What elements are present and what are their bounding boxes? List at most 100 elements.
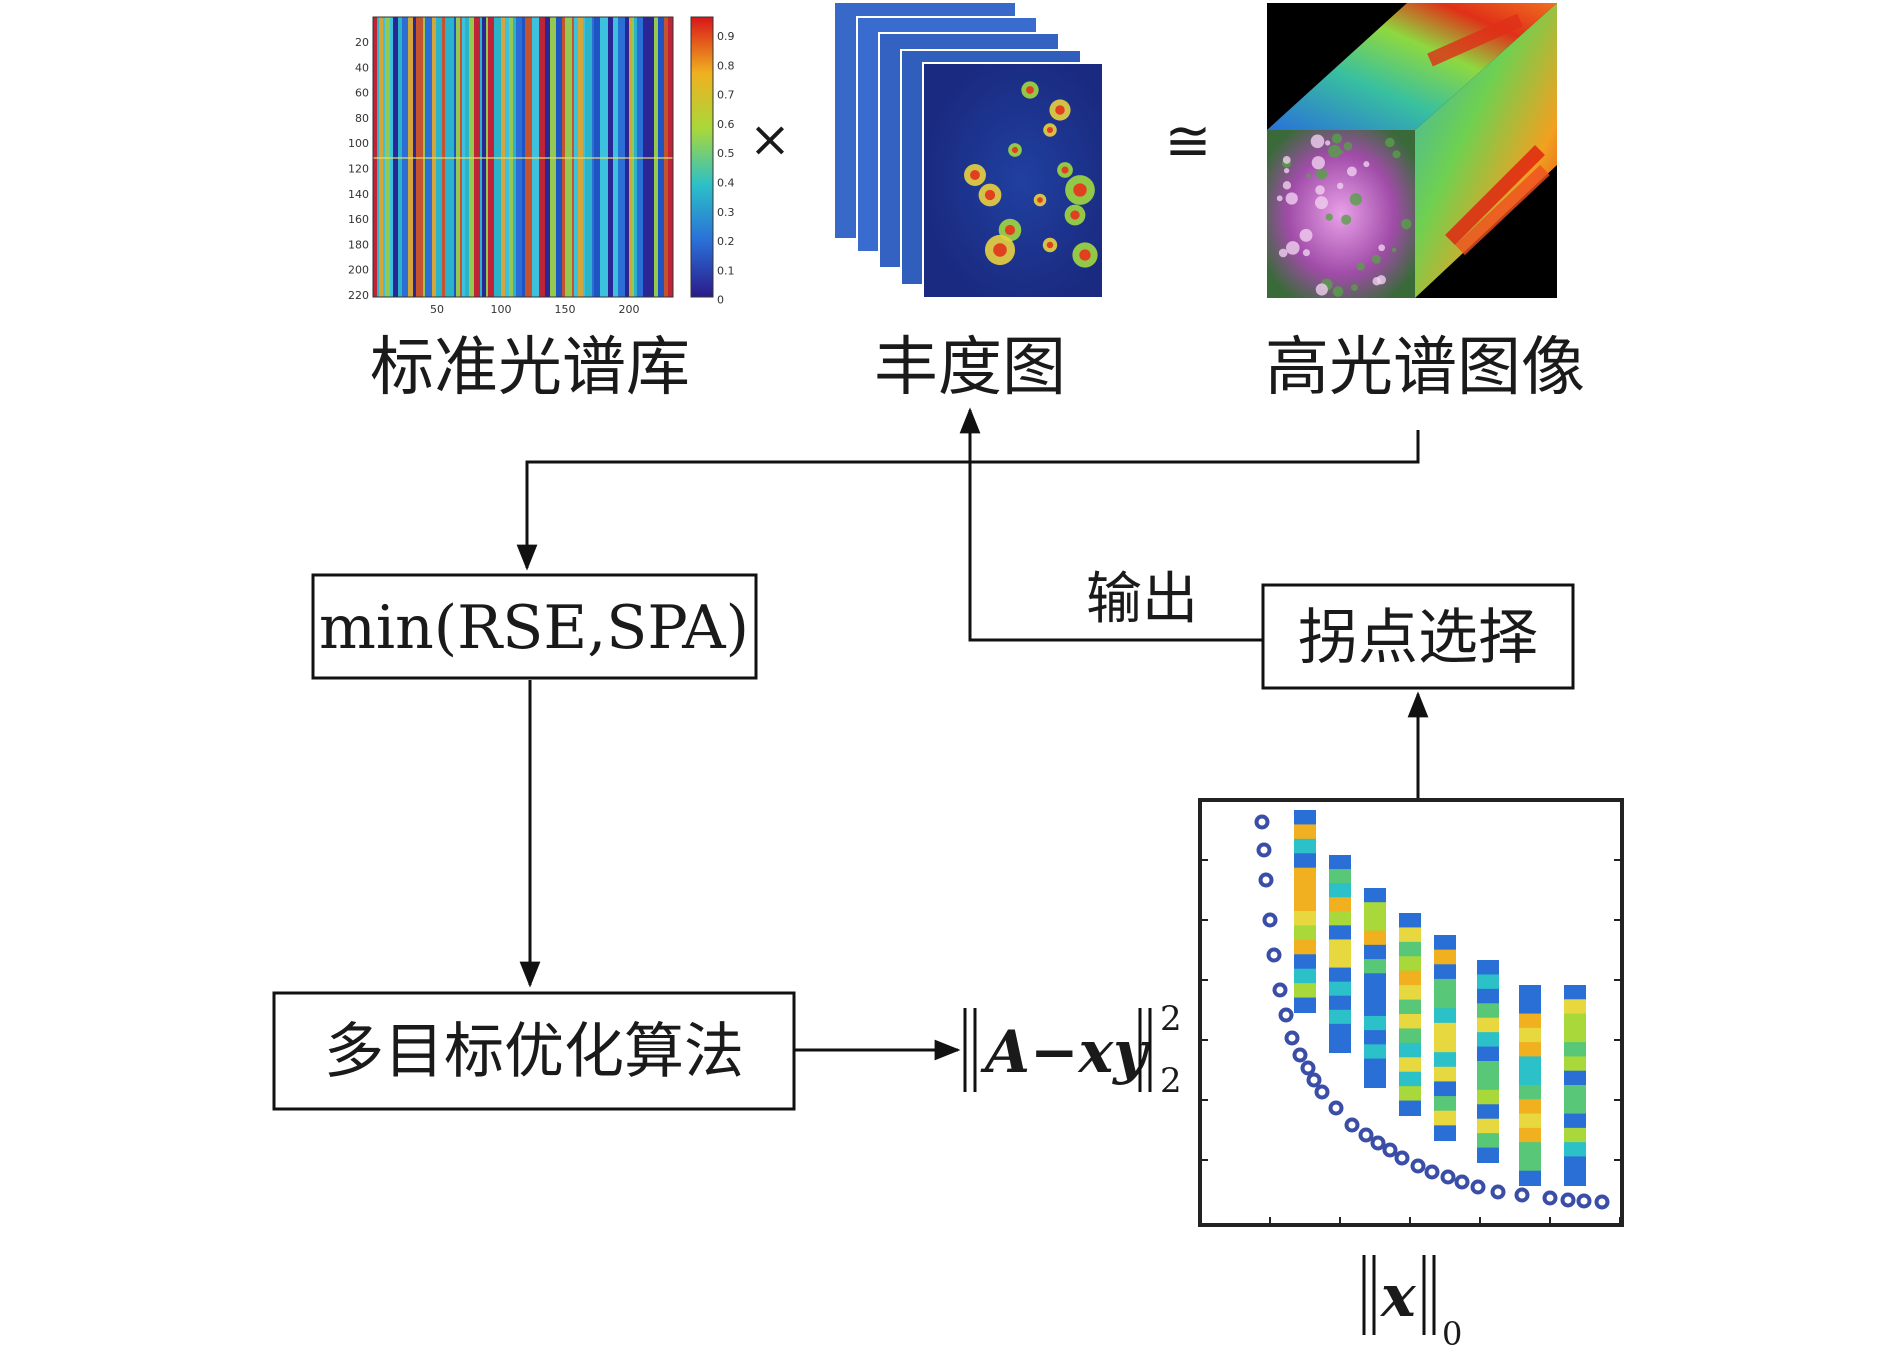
colorbar-tick: 0.2 [717, 235, 735, 248]
solution-bar-band [1399, 941, 1421, 958]
heatmap-y-tick: 220 [348, 289, 369, 302]
solution-bar-band [1477, 1032, 1499, 1048]
abundance-hotspot-core [984, 189, 996, 201]
cube-texture [1341, 214, 1352, 225]
solution-bar-band [1519, 1170, 1541, 1186]
cube-texture [1349, 193, 1363, 206]
solution-bar-band [1519, 1027, 1541, 1044]
abundance-hotspot-core [1046, 241, 1054, 249]
sparsity-subscript: 0 [1442, 1315, 1462, 1353]
solution-bar-band [1329, 883, 1351, 899]
solution-bar-band [1477, 1075, 1499, 1091]
cube-texture [1315, 168, 1328, 180]
cube-texture [1378, 244, 1386, 252]
solution-bar-band [1364, 1015, 1386, 1032]
knee-point-label: 拐点选择 [1298, 603, 1538, 673]
solution-bar-band [1477, 1147, 1499, 1163]
abundance-map-stack [835, 3, 1104, 299]
abundance-hotspot-core [1061, 166, 1069, 174]
solution-bar-band [1329, 967, 1351, 983]
colorbar-tick: 0 [717, 294, 724, 307]
solution-bar-band [1364, 944, 1386, 961]
pareto-point [1514, 1187, 1530, 1203]
heatmap-y-tick: 20 [355, 36, 369, 49]
pareto-point [1278, 1007, 1294, 1023]
edge-output-to-abundance [959, 407, 1263, 642]
colorbar-ticks: 0.9 0.8 0.7 0.6 0.5 0.4 0.3 0.2 0.1 0 [717, 30, 735, 307]
cube-texture [1336, 182, 1344, 190]
cube-texture [1371, 254, 1381, 264]
pareto-point [1328, 1100, 1344, 1116]
heatmap-x-tick: 50 [430, 303, 444, 316]
solution-bar-band [1477, 1046, 1499, 1062]
solution-bar-band [1434, 935, 1456, 951]
solution-bar-band [1294, 896, 1316, 912]
pareto-point [1560, 1192, 1576, 1208]
residual-expression: A−xy [980, 1018, 1151, 1086]
solution-bar-band [1364, 1030, 1386, 1046]
edge-image-to-objective [516, 430, 1420, 571]
cube-texture [1282, 181, 1292, 190]
cube-texture [1314, 196, 1328, 210]
cube-texture [1310, 134, 1325, 149]
solution-bar-band [1364, 1044, 1386, 1060]
solution-bar-band [1434, 1081, 1456, 1098]
solution-bar-band [1399, 1100, 1421, 1116]
pareto-point [1440, 1169, 1456, 1185]
pareto-point [1258, 872, 1274, 888]
pareto-point [1576, 1193, 1592, 1209]
colorbar-tick: 0.8 [717, 59, 735, 72]
abundance-hotspot-core [970, 170, 980, 180]
cube-texture [1332, 286, 1344, 297]
solution-bar-band [1434, 1125, 1456, 1141]
heatmap-y-tick: 180 [348, 238, 369, 251]
pareto-point [1272, 982, 1288, 998]
abundance-hotspot-core [1079, 249, 1091, 261]
solution-bar-band [1364, 1058, 1386, 1074]
solution-bar-band [1564, 1070, 1586, 1086]
solution-bar-band [1564, 1113, 1586, 1129]
solution-bar-band [1477, 960, 1499, 976]
abundance-map-caption: 丰度图 [874, 331, 1066, 405]
solution-bar-band [1329, 1023, 1351, 1039]
solution-bar-band [1294, 954, 1316, 970]
solution-bar-band [1434, 1008, 1456, 1024]
solution-bar-band [1477, 988, 1499, 1005]
solution-bar-band [1519, 1056, 1541, 1072]
solution-bar-band [1477, 974, 1499, 990]
colorbar-tick: 0.6 [717, 118, 735, 131]
algorithm-label: 多目标优化算法 [324, 1017, 744, 1087]
output-label: 输出 [1086, 567, 1198, 632]
abundance-hotspot-core [1037, 197, 1043, 203]
solution-bar-band [1329, 939, 1351, 955]
cube-texture [1311, 156, 1325, 170]
cube-texture [1278, 248, 1288, 258]
solution-bar-band [1434, 1022, 1456, 1039]
solution-bar-band [1519, 1042, 1541, 1058]
solution-bar-band [1564, 1027, 1586, 1044]
solution-bar-band [1477, 1118, 1499, 1135]
pareto-point [1262, 912, 1278, 928]
solution-bar-band [1564, 1056, 1586, 1072]
solution-bars [1294, 810, 1586, 1186]
solution-bar-band [1294, 911, 1316, 927]
solution-bar-band [1564, 999, 1586, 1015]
solution-bar-band [1477, 1089, 1499, 1106]
solution-bar-band [1519, 1127, 1541, 1144]
solution-bar-band [1477, 1017, 1499, 1034]
cube-texture [1306, 173, 1311, 179]
solution-bar-band [1564, 1170, 1586, 1186]
heatmap-x-tick: 100 [491, 303, 512, 316]
solution-bar [1434, 935, 1456, 1141]
solution-bar-band [1399, 1014, 1421, 1030]
abundance-hotspot-core [1055, 105, 1065, 115]
solution-bar-band [1364, 1001, 1386, 1017]
solution-bar-band [1329, 911, 1351, 927]
solution-bar-band [1364, 987, 1386, 1003]
solution-bar-band [1364, 888, 1386, 904]
cube-texture [1299, 228, 1313, 242]
cube-texture [1282, 156, 1291, 164]
solution-bar-band [1564, 985, 1586, 1001]
solution-bar-band [1294, 983, 1316, 999]
